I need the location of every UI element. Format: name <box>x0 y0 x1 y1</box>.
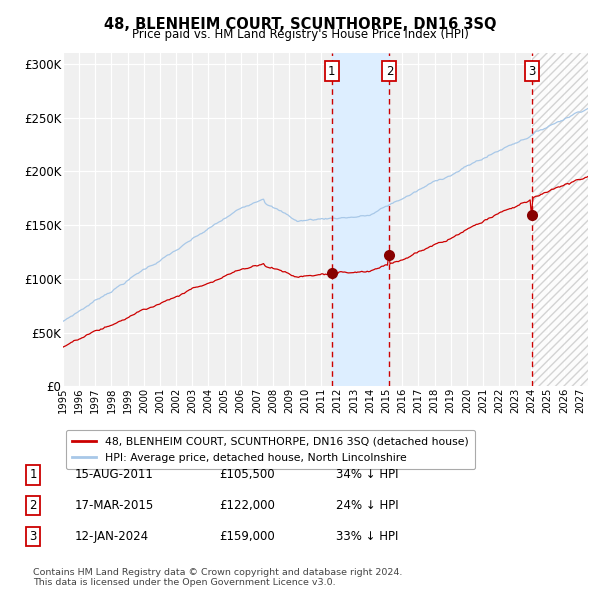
Text: 1: 1 <box>29 468 37 481</box>
Text: 17-MAR-2015: 17-MAR-2015 <box>75 499 154 512</box>
Text: 12-JAN-2024: 12-JAN-2024 <box>75 530 149 543</box>
Text: 24% ↓ HPI: 24% ↓ HPI <box>336 499 398 512</box>
Text: 3: 3 <box>29 530 37 543</box>
Text: 48, BLENHEIM COURT, SCUNTHORPE, DN16 3SQ: 48, BLENHEIM COURT, SCUNTHORPE, DN16 3SQ <box>104 17 496 31</box>
Text: 2: 2 <box>29 499 37 512</box>
Text: Price paid vs. HM Land Registry's House Price Index (HPI): Price paid vs. HM Land Registry's House … <box>131 28 469 41</box>
Bar <box>332 53 389 386</box>
Text: 34% ↓ HPI: 34% ↓ HPI <box>336 468 398 481</box>
Text: £122,000: £122,000 <box>219 499 275 512</box>
Bar <box>532 53 588 386</box>
Text: Contains HM Land Registry data © Crown copyright and database right 2024.
This d: Contains HM Land Registry data © Crown c… <box>33 568 403 587</box>
Text: £105,500: £105,500 <box>219 468 275 481</box>
Text: £159,000: £159,000 <box>219 530 275 543</box>
Text: 3: 3 <box>529 65 536 78</box>
Text: 15-AUG-2011: 15-AUG-2011 <box>75 468 154 481</box>
Text: 33% ↓ HPI: 33% ↓ HPI <box>336 530 398 543</box>
Text: 1: 1 <box>328 65 335 78</box>
Text: 2: 2 <box>386 65 393 78</box>
Legend: 48, BLENHEIM COURT, SCUNTHORPE, DN16 3SQ (detached house), HPI: Average price, d: 48, BLENHEIM COURT, SCUNTHORPE, DN16 3SQ… <box>66 430 475 469</box>
